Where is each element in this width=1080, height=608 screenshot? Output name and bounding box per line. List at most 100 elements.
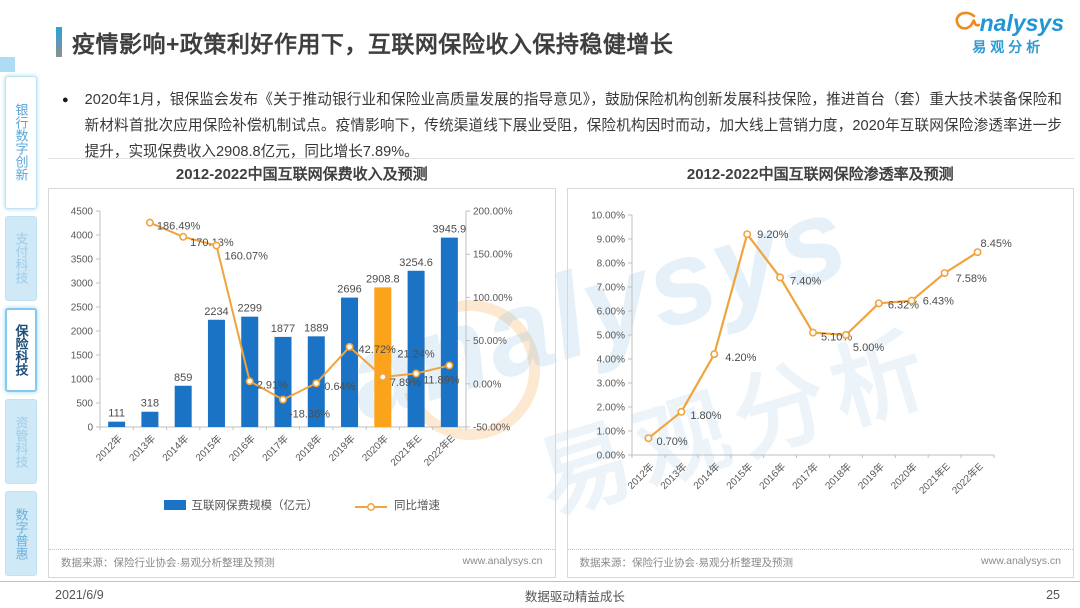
svg-text:200.00%: 200.00% <box>473 207 513 218</box>
svg-text:500: 500 <box>76 399 93 410</box>
svg-text:10.00%: 10.00% <box>591 211 625 222</box>
footer-slogan: 数据驱动精益成长 <box>524 589 625 604</box>
svg-text:21.24%: 21.24% <box>397 348 435 360</box>
svg-text:-50.00%: -50.00% <box>473 423 510 434</box>
svg-text:2021年E: 2021年E <box>916 460 953 497</box>
svg-text:111: 111 <box>108 408 125 420</box>
bullet-marker: ● <box>62 94 69 106</box>
svg-text:2017年: 2017年 <box>259 432 291 464</box>
svg-text:1000: 1000 <box>71 375 94 386</box>
website-link-left[interactable]: www.analysys.cn <box>462 555 543 567</box>
svg-text:2016年: 2016年 <box>756 460 788 492</box>
svg-text:0: 0 <box>87 423 93 434</box>
svg-text:2016年: 2016年 <box>226 432 258 464</box>
svg-text:2019年: 2019年 <box>325 432 357 464</box>
chart-legend: 互联网保费规模（亿元） 同比增速 <box>49 497 555 513</box>
svg-text:2020年: 2020年 <box>359 432 391 464</box>
svg-text:859: 859 <box>174 372 192 384</box>
penetration-rate-panel: 2012-2022中国互联网保险渗透率及预测 0.00% 1.00% 2.00% 3.… <box>566 162 1074 578</box>
svg-text:2014年: 2014年 <box>691 460 723 492</box>
svg-text:4.20%: 4.20% <box>726 352 757 364</box>
legend-item-bars: 互联网保费规模（亿元） <box>163 497 319 513</box>
svg-text:2015年: 2015年 <box>192 432 224 464</box>
svg-text:2019年: 2019年 <box>855 460 887 492</box>
legend-line-label: 同比增速 <box>394 500 440 512</box>
svg-text:2.91%: 2.91% <box>256 379 287 391</box>
svg-text:9.20%: 9.20% <box>757 229 788 241</box>
svg-text:7.58%: 7.58% <box>956 273 987 285</box>
svg-text:4000: 4000 <box>71 231 94 242</box>
svg-text:2020年: 2020年 <box>888 460 920 492</box>
svg-text:160.07%: 160.07% <box>224 250 268 262</box>
svg-text:4500: 4500 <box>71 207 94 218</box>
svg-text:1.00%: 1.00% <box>597 427 625 438</box>
svg-text:7.89%: 7.89% <box>390 377 421 389</box>
svg-text:5.00%: 5.00% <box>853 342 884 354</box>
svg-text:2500: 2500 <box>71 303 94 314</box>
svg-text:0.70%: 0.70% <box>657 436 688 448</box>
corner-decoration <box>0 57 15 72</box>
svg-text:7.00%: 7.00% <box>597 283 625 294</box>
svg-text:7.40%: 7.40% <box>790 275 821 287</box>
legend-item-line: 同比增速 <box>354 497 440 513</box>
svg-text:2000: 2000 <box>71 327 94 338</box>
svg-text:170.13%: 170.13% <box>190 237 234 249</box>
website-link-right[interactable]: www.analysys.cn <box>981 555 1061 567</box>
svg-text:2234: 2234 <box>204 306 228 318</box>
svg-text:-18.36%: -18.36% <box>289 409 330 421</box>
svg-text:4.00%: 4.00% <box>597 355 625 366</box>
svg-text:2696: 2696 <box>337 284 361 296</box>
page-header: 疫情影响+政策利好作用下，互联网保险收入保持稳健增长 <box>56 25 673 59</box>
svg-text:0.00%: 0.00% <box>597 451 625 462</box>
svg-text:5.00%: 5.00% <box>597 331 625 342</box>
section-nav: 银行数字创新 支付科技 保险科技 资管科技 数字普惠 <box>1 76 41 576</box>
slide-footer: 2021/6/9 数据驱动精益成长 25 <box>0 581 1080 608</box>
penetration-rate-chart: 0.00% 1.00% 2.00% 3.00% 4.00% 5.00% 6.00% 7.00%… <box>568 189 1074 533</box>
intro-paragraph: 2020年1月，银保监会发布《关于推动银行业和保险业高质量发展的指导意见》，鼓励… <box>84 92 1062 160</box>
svg-text:9.00%: 9.00% <box>597 235 625 246</box>
svg-text:0.00%: 0.00% <box>473 379 501 390</box>
source-note-left: 数据来源：保险行业协会·易观分析整理及预测 <box>61 557 275 569</box>
svg-text:8.00%: 8.00% <box>597 259 625 270</box>
page-title: 疫情影响+政策利好作用下，互联网保险收入保持稳健增长 <box>72 31 674 57</box>
logo-swoosh-icon <box>955 11 980 30</box>
charts-section: 2012-2022中国互联网保费收入及预测 0 500 1000 1500 2000 25… <box>48 158 1074 578</box>
svg-text:2012年: 2012年 <box>93 432 125 464</box>
intro-block: ● 2020年1月，银保监会发布《关于推动银行业和保险业高质量发展的指导意见》，… <box>62 88 1062 166</box>
svg-text:6.43%: 6.43% <box>923 296 954 308</box>
chart-title-left: 2012-2022中国互联网保费收入及预测 <box>175 166 428 183</box>
sidebar-item-insurance-tech[interactable]: 保险科技 <box>5 307 37 393</box>
svg-text:2018年: 2018年 <box>822 460 854 492</box>
svg-text:0.64%: 0.64% <box>324 381 355 393</box>
svg-text:186.49%: 186.49% <box>157 221 201 233</box>
sidebar-item-asset-mgmt-tech[interactable]: 资管科技 <box>5 399 37 485</box>
svg-text:2299: 2299 <box>237 303 261 315</box>
svg-text:11.89%: 11.89% <box>423 375 460 387</box>
svg-text:100.00%: 100.00% <box>473 293 513 304</box>
sidebar-item-banking-digital[interactable]: 银行数字创新 <box>5 76 37 209</box>
svg-text:3000: 3000 <box>71 279 94 290</box>
legend-bar-swatch <box>163 500 186 510</box>
svg-text:150.00%: 150.00% <box>473 250 513 261</box>
svg-text:1500: 1500 <box>71 351 94 362</box>
logo-brand-text: nalysys <box>979 10 1064 36</box>
footer-date: 2021/6/9 <box>55 588 104 602</box>
svg-text:2014年: 2014年 <box>159 432 191 464</box>
svg-text:2021年E: 2021年E <box>387 432 424 469</box>
sidebar-item-payment-tech[interactable]: 支付科技 <box>5 215 37 301</box>
svg-text:2013年: 2013年 <box>126 432 158 464</box>
svg-text:1.80%: 1.80% <box>691 410 722 422</box>
svg-text:2908.8: 2908.8 <box>366 273 400 285</box>
svg-text:2012年: 2012年 <box>625 460 657 492</box>
source-note-right: 数据来源：保险行业协会·易观分析整理及预测 <box>579 557 794 569</box>
legend-line-swatch <box>355 503 387 511</box>
sidebar-item-digital-inclusion[interactable]: 数字普惠 <box>5 491 37 576</box>
svg-text:2.00%: 2.00% <box>597 403 625 414</box>
page-number: 25 <box>1046 588 1060 602</box>
title-accent-bar <box>56 27 62 57</box>
logo-brand-cn: 易观分析 <box>972 39 1045 55</box>
svg-text:6.00%: 6.00% <box>597 307 625 318</box>
svg-text:2017年: 2017年 <box>789 460 821 492</box>
legend-bar-label: 互联网保费规模（亿元） <box>191 500 319 512</box>
premium-income-panel: 2012-2022中国互联网保费收入及预测 0 500 1000 1500 2000 25… <box>48 162 556 578</box>
